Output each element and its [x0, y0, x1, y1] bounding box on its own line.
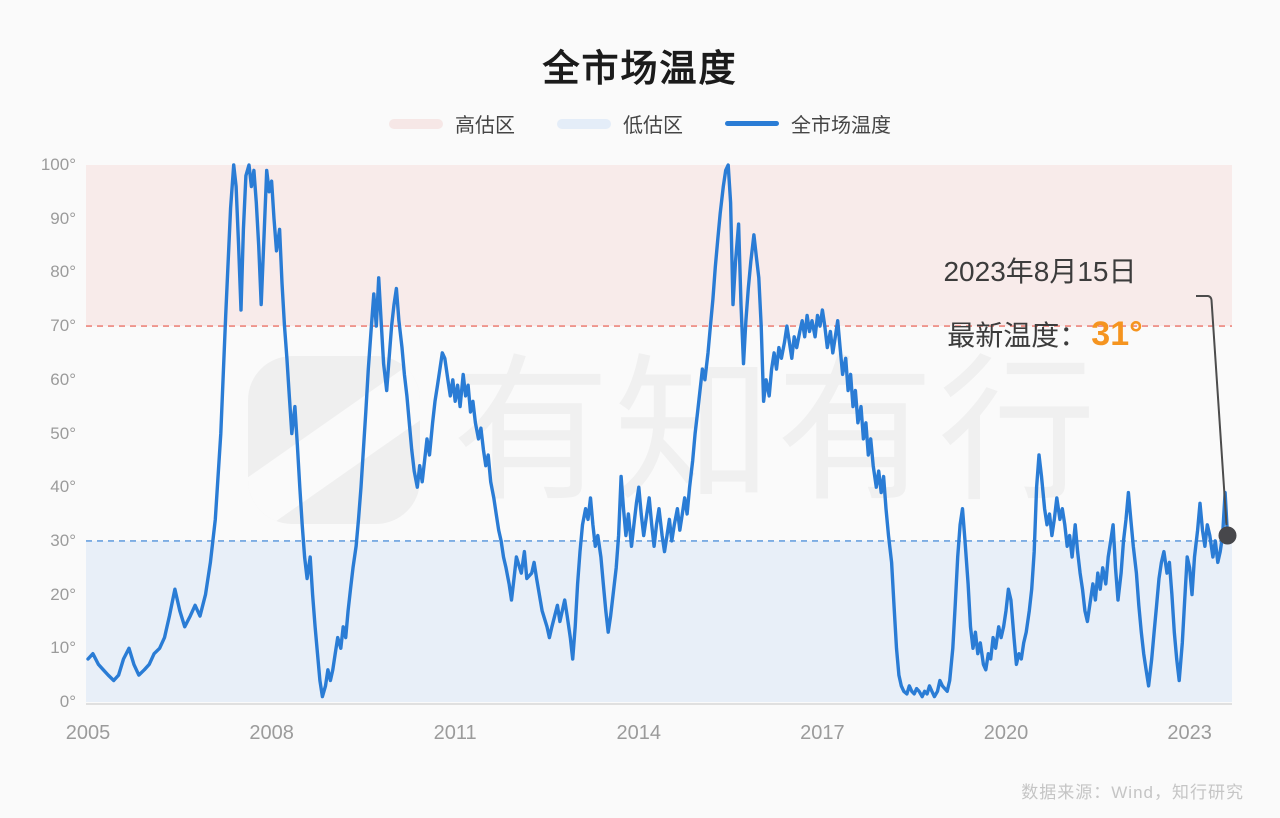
undervalued-zone-swatch-icon	[557, 118, 611, 129]
page-title: 全市场温度	[542, 48, 738, 89]
annotation-latest-temp: 最新温度： 31°	[925, 314, 1165, 354]
annotation-date: 2023年8月15日	[943, 256, 1137, 287]
legend: 高估区 低估区 全市场温度	[0, 109, 1280, 138]
legend-label: 高估区	[455, 115, 515, 137]
latest-temp-label: 最新温度：	[947, 320, 1088, 351]
y-axis-tick-label: 60°	[50, 369, 76, 389]
x-axis-tick-label: 2023	[1167, 722, 1212, 744]
x-axis-tick-label: 2017	[800, 722, 845, 744]
x-axis-tick-label: 2020	[983, 722, 1029, 744]
y-axis-tick-label: 90°	[50, 208, 76, 228]
x-axis-tick-label: 2005	[65, 722, 111, 744]
x-axis-tick-label: 2011	[433, 722, 477, 744]
overvalued-zone-swatch-icon	[389, 118, 443, 129]
legend-label: 全市场温度	[791, 115, 891, 137]
y-axis-tick-label: 70°	[50, 316, 76, 336]
legend-item-overvalued-zone: 高估区	[389, 109, 515, 138]
temperature-line	[86, 163, 1230, 699]
y-axis-tick-label: 40°	[50, 477, 76, 497]
x-axis-tick-label: 2008	[249, 722, 294, 744]
annotation-pointer-line	[1196, 295, 1228, 526]
legend-label: 低估区	[623, 115, 683, 137]
legend-item-undervalued-zone: 低估区	[557, 109, 683, 138]
y-axis-tick-label: 80°	[50, 262, 76, 282]
y-axis-tick-label: 30°	[50, 530, 76, 550]
y-axis-tick-label: 50°	[50, 423, 76, 443]
y-axis-tick-label: 20°	[50, 584, 76, 604]
market-temperature-swatch-icon	[725, 121, 779, 126]
data-source-note: 数据来源：Wind，知行研究	[1021, 783, 1244, 802]
y-axis-tick-label: 0°	[59, 692, 76, 711]
legend-item-market-temperature: 全市场温度	[725, 109, 891, 138]
last-point-marker	[1218, 526, 1237, 545]
undervalued-zone-band	[86, 540, 1232, 702]
y-axis-tick-label: 10°	[50, 638, 76, 658]
x-axis-tick-label: 2014	[616, 722, 662, 744]
y-axis-tick-label: 100°	[40, 155, 76, 174]
latest-temp-value: 31°	[1091, 315, 1143, 353]
